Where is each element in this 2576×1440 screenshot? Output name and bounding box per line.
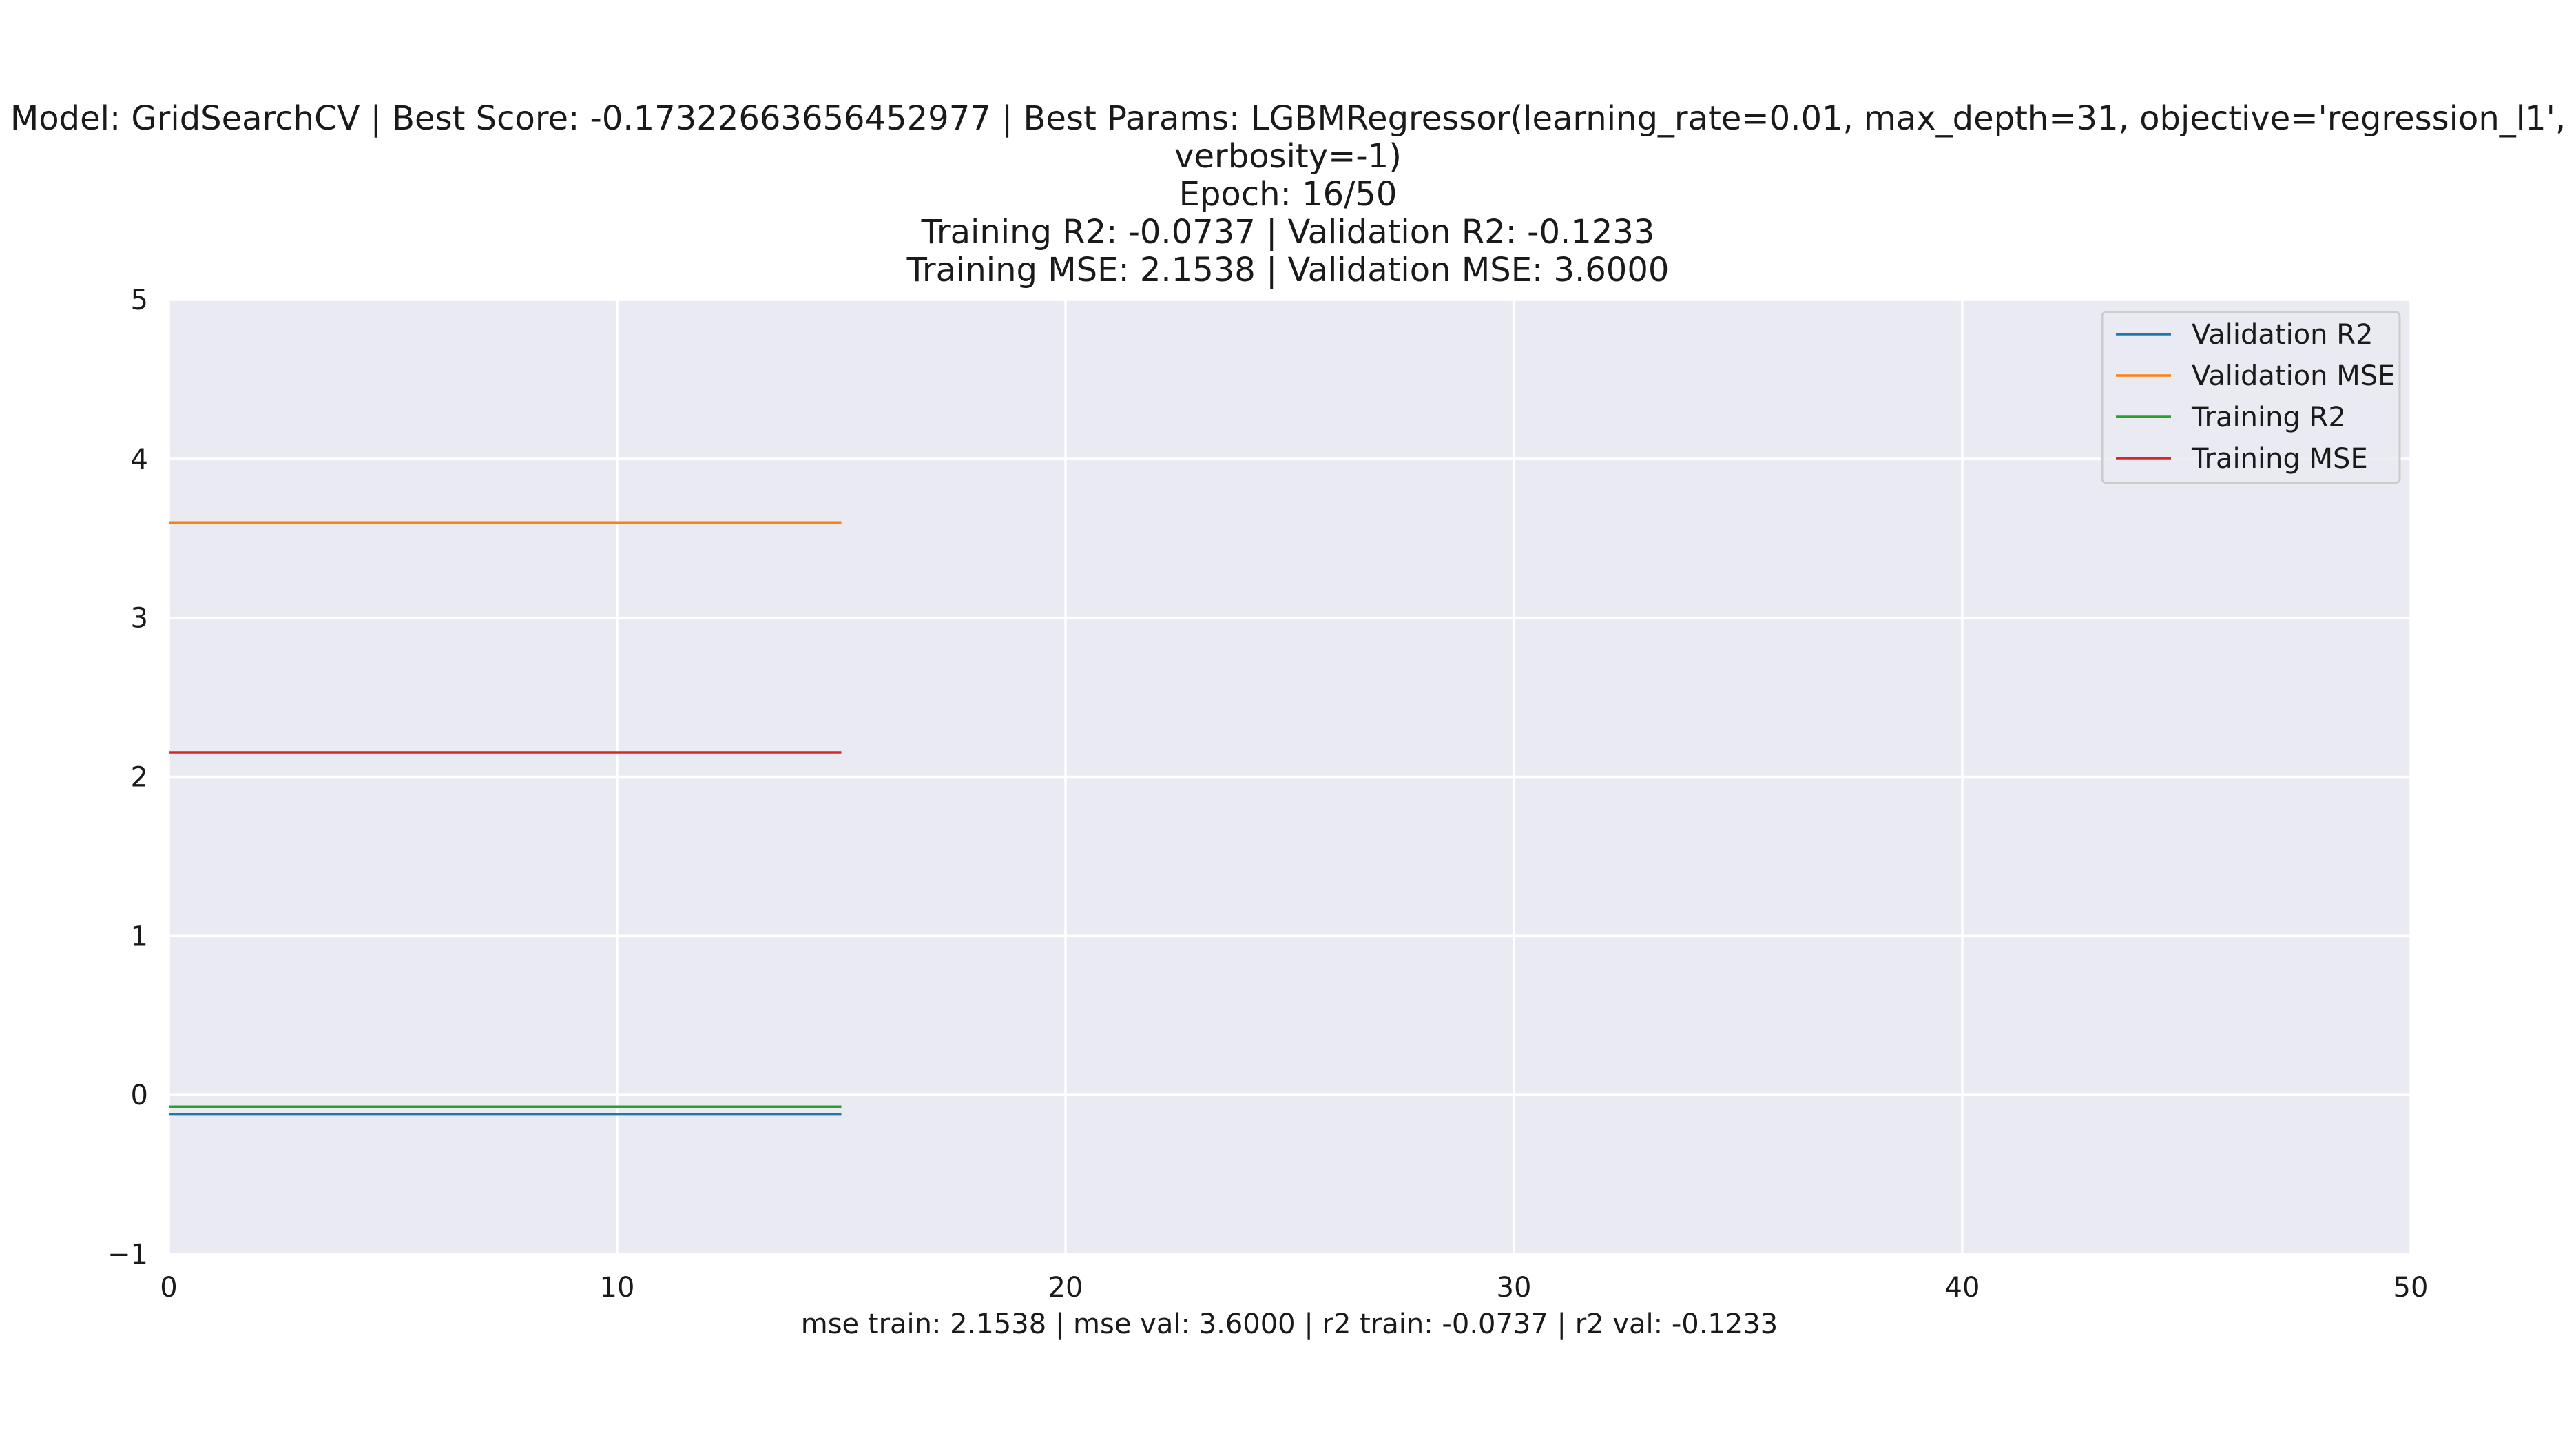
y-tick-label: 4 bbox=[131, 444, 148, 475]
chart-title-line-1: Model: GridSearchCV | Best Score: -0.173… bbox=[10, 99, 2566, 138]
chart-title-line-5: Training MSE: 2.1538 | Validation MSE: 3… bbox=[906, 251, 1670, 289]
x-tick-label: 30 bbox=[1497, 1272, 1532, 1304]
series-lines bbox=[169, 521, 842, 1116]
x-tick-label: 10 bbox=[600, 1272, 635, 1304]
legend-label: Training MSE bbox=[2191, 443, 2368, 475]
y-tick-label: 1 bbox=[131, 920, 148, 952]
x-tick-label: 50 bbox=[2393, 1272, 2429, 1304]
legend-label: Validation MSE bbox=[2192, 360, 2395, 392]
x-axis-label: mse train: 2.1538 | mse val: 3.6000 | r2… bbox=[801, 1308, 1778, 1340]
legend-label: Validation R2 bbox=[2192, 319, 2373, 351]
y-tick-label: 0 bbox=[131, 1080, 148, 1111]
x-tick-label: 40 bbox=[1945, 1272, 1980, 1304]
x-tick-label: 0 bbox=[160, 1272, 177, 1304]
chart-title-line-3: Epoch: 16/50 bbox=[1178, 175, 1398, 214]
chart-title-line-4: Training R2: -0.0737 | Validation R2: -0… bbox=[921, 213, 1655, 251]
x-tick-label: 20 bbox=[1048, 1272, 1083, 1304]
grid-lines bbox=[167, 298, 2412, 1255]
chart-title-line-2: verbosity=-1) bbox=[1174, 137, 1402, 176]
y-axis-ticks: −1 0 1 2 3 4 5 bbox=[107, 285, 148, 1271]
legend: Validation R2 Validation MSE Training R2 Tr… bbox=[2101, 311, 2401, 484]
legend-frame bbox=[2101, 311, 2401, 484]
x-axis-ticks: 0 10 20 30 40 50 bbox=[160, 1272, 2428, 1304]
y-tick-label: 5 bbox=[131, 285, 148, 316]
y-tick-label: 3 bbox=[131, 603, 148, 635]
y-tick-label: 2 bbox=[131, 762, 148, 794]
y-tick-label: −1 bbox=[107, 1239, 148, 1271]
legend-label: Training R2 bbox=[2191, 402, 2346, 433]
